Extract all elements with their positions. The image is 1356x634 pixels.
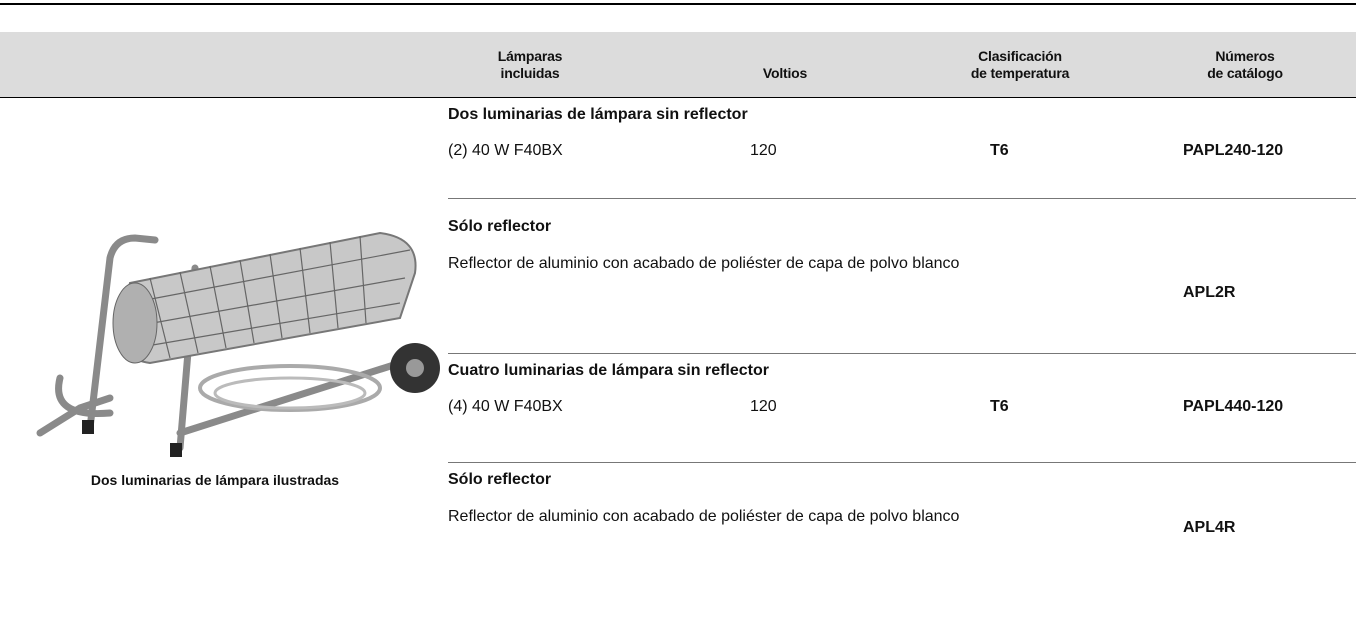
header-band [0,32,1356,98]
header-cell: Números de catálogo [1170,48,1320,82]
description-cell: Reflector de aluminio con acabado de pol… [448,255,960,272]
temperature-cell: T6 [990,398,1009,415]
section-title: Sólo reflector [448,471,552,488]
row-separator [448,462,1356,463]
header-text: Números [1215,48,1275,64]
header-text: Lámparas [497,48,563,64]
section-title: Sólo reflector [448,218,552,235]
header-text: de catálogo [1207,65,1283,81]
row-separator [448,353,1356,354]
row-separator [448,198,1356,199]
top-rule [0,3,1356,5]
temperature-cell: T6 [990,142,1009,159]
catalog-cell: PAPL240-120 [1183,142,1284,159]
catalog-cell: APL4R [1183,519,1236,536]
section-title: Dos luminarias de lámpara sin reflector [448,106,748,123]
section-title: Cuatro luminarias de lámpara sin reflect… [448,362,769,379]
volts-cell: 120 [750,142,777,159]
lamps-cell: (4) 40 W F40BX [448,398,563,415]
header-text: de temperatura [970,65,1070,81]
description-cell: Reflector de aluminio con acabado de pol… [448,508,960,525]
image-caption: Dos luminarias de lámpara ilustradas [90,472,340,488]
header-text: incluidas [500,65,560,81]
lamps-cell: (2) 40 W F40BX [448,142,563,159]
header-text: Clasificación [978,48,1062,64]
header-cell: Lámparas incluidas [450,48,610,82]
catalog-cell: APL2R [1183,284,1236,301]
product-image [20,198,440,460]
header-text: Voltios [762,65,808,81]
header-cell: Voltios [720,65,850,82]
volts-cell: 120 [750,398,777,415]
catalog-cell: PAPL440-120 [1183,398,1284,415]
header-cell: Clasificación de temperatura [930,48,1110,82]
